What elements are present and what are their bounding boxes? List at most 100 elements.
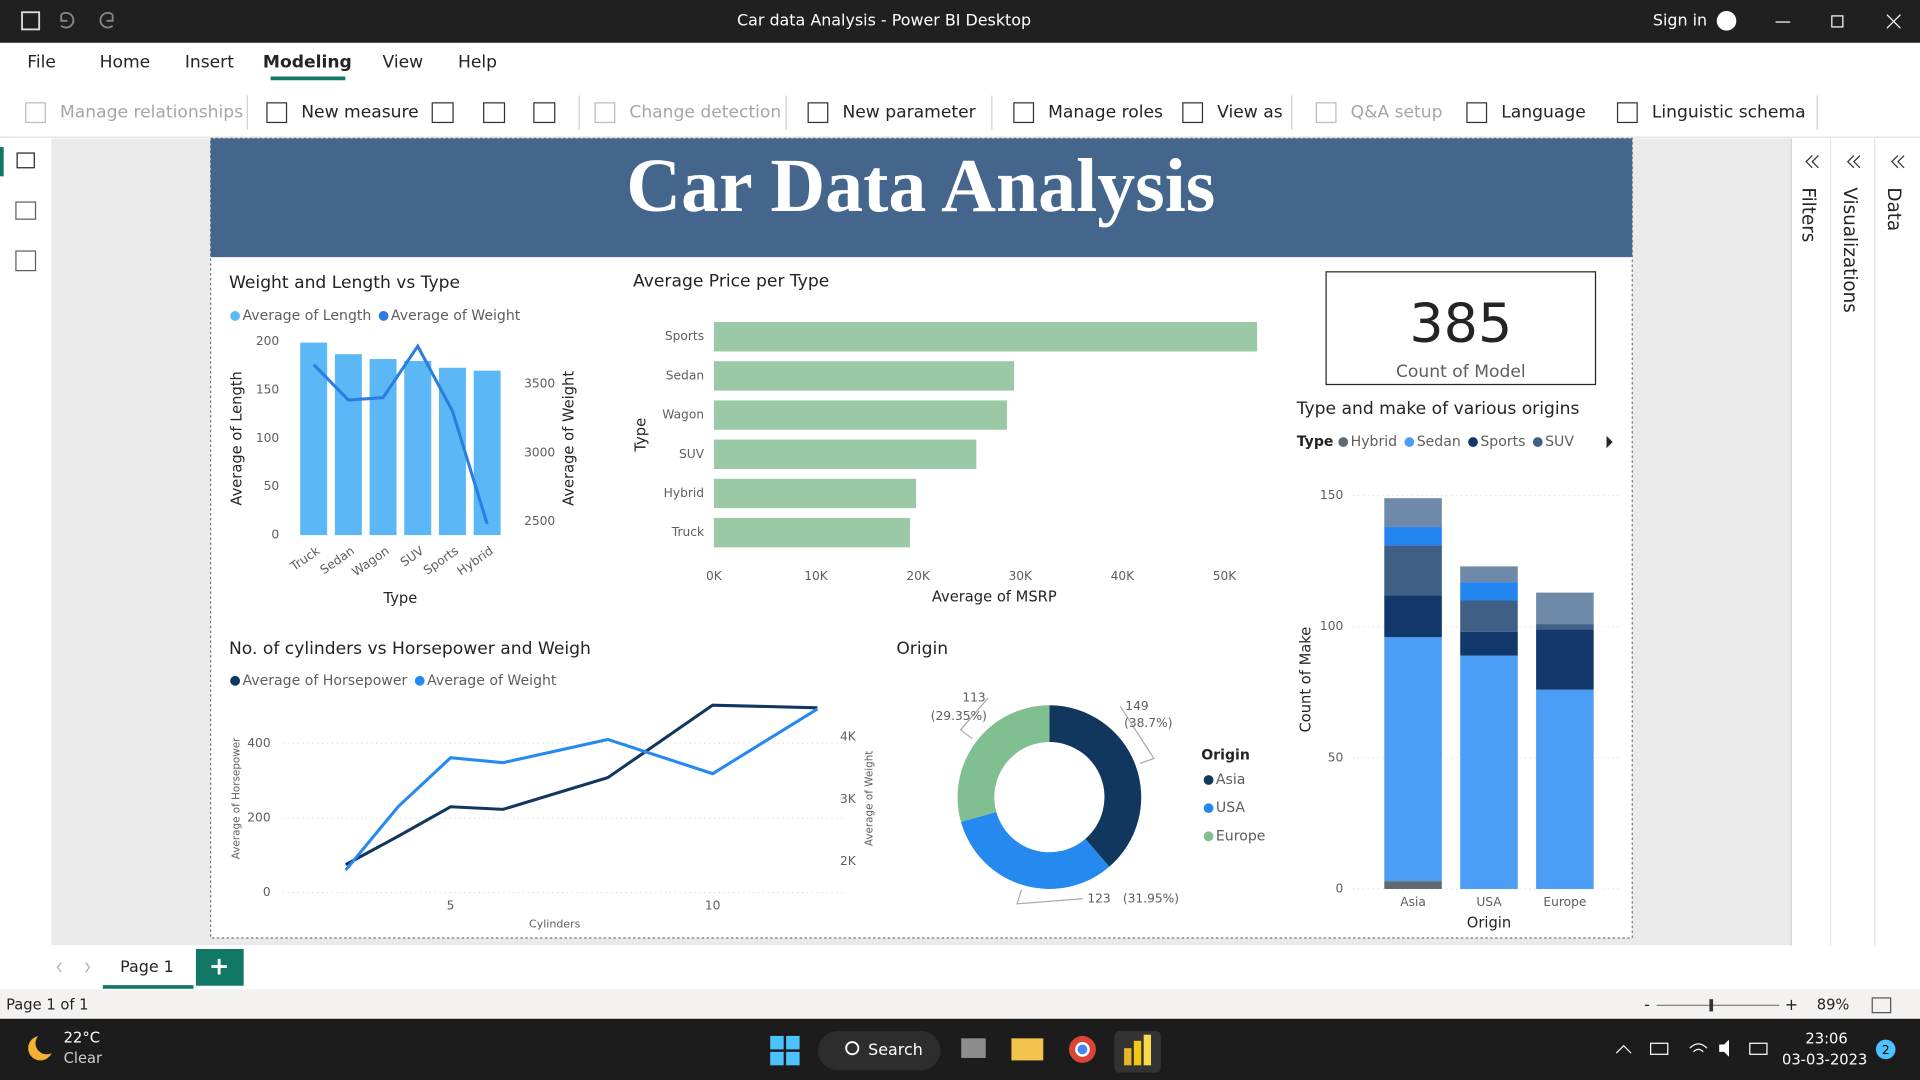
bar[interactable] <box>713 478 917 509</box>
ribbon-icon[interactable] <box>483 102 506 124</box>
volume-icon[interactable] <box>1719 1039 1729 1057</box>
bar[interactable] <box>713 400 1007 430</box>
legend-label[interactable]: SUV <box>1545 434 1574 450</box>
page-tab[interactable]: Page 1 <box>120 957 174 976</box>
explorer[interactable] <box>1011 1038 1044 1061</box>
legend-label[interactable]: Europe <box>1216 828 1266 844</box>
donut-slice[interactable] <box>1049 705 1142 867</box>
pane-collapse[interactable] <box>1805 155 1819 169</box>
ribbon-command[interactable]: Q&A setup <box>1351 103 1443 123</box>
legend-label[interactable]: Sedan <box>1417 434 1461 450</box>
y-tick-label: Sports <box>665 329 704 343</box>
search-icon <box>845 1041 860 1056</box>
start-button[interactable] <box>770 1035 800 1066</box>
legend-label[interactable]: Average of Length <box>242 308 371 324</box>
task-view[interactable] <box>961 1038 986 1058</box>
undo-icon[interactable] <box>60 11 75 29</box>
bar[interactable] <box>334 354 362 536</box>
ribbon-command[interactable]: Language <box>1501 103 1586 123</box>
bar-segment[interactable] <box>1460 566 1518 583</box>
legend-label[interactable]: Average of Weight <box>391 308 521 324</box>
line[interactable] <box>312 343 489 525</box>
bar-segment[interactable] <box>1460 600 1518 632</box>
ribbon-icon[interactable] <box>533 102 556 124</box>
donut-slice[interactable] <box>960 812 1110 889</box>
ribbon-command[interactable]: New measure <box>301 103 418 123</box>
ribbon-command[interactable]: Manage roles <box>1048 103 1163 123</box>
save-icon[interactable] <box>21 11 41 31</box>
legend-label[interactable]: Hybrid <box>1351 434 1398 450</box>
zoom-in[interactable]: + <box>1785 995 1798 1014</box>
keyboard-icon[interactable] <box>1650 1042 1669 1055</box>
bar-segment[interactable] <box>1536 592 1594 625</box>
bar[interactable] <box>473 370 501 536</box>
sign-in[interactable]: Sign in <box>1653 10 1707 29</box>
tray-expand[interactable] <box>1615 1044 1632 1054</box>
bar[interactable] <box>300 342 328 536</box>
ribbon-command[interactable]: Manage relationships <box>60 103 243 123</box>
redo-icon[interactable] <box>99 11 114 29</box>
ribbon-icon[interactable] <box>431 102 454 124</box>
menu-item[interactable]: Modeling <box>263 52 352 72</box>
legend-next[interactable] <box>1606 435 1613 449</box>
bar-segment[interactable] <box>1460 631 1518 656</box>
bar-segment[interactable] <box>1460 582 1518 601</box>
legend-label[interactable]: Average of Weight <box>427 673 557 689</box>
ribbon-command[interactable]: Change detection <box>629 103 781 123</box>
bar[interactable] <box>713 322 1258 352</box>
bar-segment[interactable] <box>1536 624 1594 630</box>
restore[interactable] <box>1831 15 1844 28</box>
bar-segment[interactable] <box>1384 595 1442 638</box>
model-view-icon[interactable] <box>15 250 37 272</box>
bar[interactable] <box>404 360 432 536</box>
ribbon-command[interactable]: Linguistic schema <box>1652 103 1806 123</box>
zoom-thumb[interactable] <box>1709 999 1714 1012</box>
bar-segment[interactable] <box>1384 498 1442 528</box>
menu-item[interactable]: View <box>383 52 424 72</box>
bar[interactable] <box>713 361 1015 391</box>
table-view-icon[interactable] <box>15 201 37 220</box>
report-view-icon[interactable] <box>16 152 35 169</box>
bar-segment[interactable] <box>1384 881 1442 889</box>
avatar[interactable] <box>1716 11 1737 31</box>
bar[interactable] <box>369 359 397 536</box>
menu-item[interactable]: Home <box>100 52 151 72</box>
wifi-icon[interactable] <box>1689 1043 1708 1053</box>
line[interactable] <box>345 703 818 866</box>
menu-item[interactable]: Insert <box>185 52 234 72</box>
menu-item[interactable]: Help <box>458 52 497 72</box>
close[interactable] <box>1886 14 1901 29</box>
tab-scroll[interactable] <box>56 962 91 973</box>
bar-segment[interactable] <box>1460 655 1518 889</box>
clock-date[interactable]: 03-03-2023 <box>1782 1051 1867 1068</box>
pane-collapse[interactable] <box>1846 155 1861 169</box>
zoom-out[interactable]: - <box>1644 995 1650 1014</box>
notification-badge[interactable] <box>1875 1039 1896 1060</box>
donut-slice[interactable] <box>957 705 1050 822</box>
legend-label[interactable]: Sports <box>1480 434 1525 450</box>
fit-page[interactable] <box>1871 997 1892 1014</box>
menu-item[interactable]: File <box>27 52 56 72</box>
bar[interactable] <box>713 439 977 469</box>
search-box[interactable] <box>817 1031 941 1071</box>
add-page[interactable] <box>195 948 244 986</box>
legend-label[interactable]: USA <box>1216 800 1246 816</box>
battery-icon[interactable] <box>1749 1042 1768 1055</box>
line[interactable] <box>344 707 819 872</box>
ribbon-command[interactable]: New parameter <box>842 103 976 123</box>
bar-segment[interactable] <box>1384 637 1442 882</box>
bar-segment[interactable] <box>1536 689 1594 889</box>
bar-segment[interactable] <box>1384 527 1442 546</box>
pane-title[interactable]: Visualizations <box>1839 187 1860 313</box>
legend-label[interactable]: Average of Horsepower <box>242 673 407 689</box>
pane-collapse[interactable] <box>1890 155 1905 169</box>
pane-title[interactable]: Data <box>1883 187 1904 231</box>
bar-segment[interactable] <box>1536 629 1594 690</box>
clock-time[interactable]: 23:06 <box>1805 1031 1847 1048</box>
pane-title[interactable]: Filters <box>1797 187 1818 242</box>
bar[interactable] <box>713 517 910 548</box>
legend-label[interactable]: Asia <box>1216 772 1246 788</box>
bar-segment[interactable] <box>1384 545 1442 596</box>
ribbon-command[interactable]: View as <box>1217 103 1283 123</box>
card[interactable] <box>1325 271 1597 386</box>
